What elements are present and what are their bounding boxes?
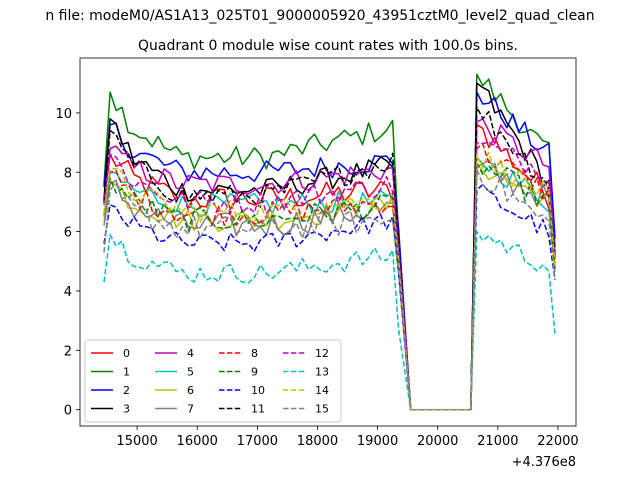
plot-area <box>103 73 556 411</box>
x-tick-label: 20000 <box>417 434 458 449</box>
y-tick-label: 0 <box>64 404 72 419</box>
legend-label-15: 15 <box>315 403 329 416</box>
series-line-10 <box>103 183 556 411</box>
legend-label-10: 10 <box>251 384 265 397</box>
legend-label-7: 7 <box>187 403 194 416</box>
series-line-6 <box>103 162 556 411</box>
series-line-13 <box>103 230 556 411</box>
x-offset-label: +4.376e8 <box>512 455 576 470</box>
x-tick-label: 21000 <box>477 434 518 449</box>
x-tick-label: 19000 <box>357 434 398 449</box>
series-line-9 <box>103 162 556 411</box>
axes-frame <box>79 57 577 427</box>
y-tick-label: 4 <box>64 285 72 300</box>
series-line-15 <box>103 168 556 411</box>
x-tick-label: 15000 <box>116 434 157 449</box>
legend-label-6: 6 <box>187 384 194 397</box>
legend-label-11: 11 <box>251 403 265 416</box>
series-line-1 <box>103 73 556 411</box>
series-line-12 <box>103 141 556 411</box>
x-tick-label: 16000 <box>177 434 218 449</box>
legend-label-0: 0 <box>123 347 130 360</box>
series-line-4 <box>103 118 556 411</box>
legend-box <box>84 339 342 423</box>
legend-label-4: 4 <box>187 347 194 360</box>
y-tick-label: 6 <box>64 226 72 241</box>
legend-label-14: 14 <box>315 384 329 397</box>
figure-suptitle: n file: modeM0/AS1A13_025T01_9000005920_… <box>45 8 594 24</box>
legend-label-1: 1 <box>123 366 130 379</box>
legend-label-12: 12 <box>315 347 329 360</box>
axes: 15000 16000 17000 18000 19000 20000 21000 22000… <box>55 57 579 470</box>
series-line-2 <box>103 91 556 411</box>
legend-label-2: 2 <box>123 384 130 397</box>
x-tick-label: 17000 <box>237 434 278 449</box>
y-tick-label: 8 <box>64 166 72 181</box>
series-line-3 <box>103 82 556 411</box>
y-tick-label: 10 <box>55 107 72 122</box>
x-tick-label: 22000 <box>537 434 578 449</box>
x-tick-label: 18000 <box>297 434 338 449</box>
series-line-14 <box>103 151 556 411</box>
legend-label-13: 13 <box>315 366 329 379</box>
series-line-7 <box>103 159 556 411</box>
legend-label-9: 9 <box>251 366 258 379</box>
chart-title: Quadrant 0 module wise count rates with … <box>138 38 518 54</box>
legend-label-3: 3 <box>123 403 130 416</box>
y-tick-label: 2 <box>64 344 72 359</box>
legend-label-5: 5 <box>187 366 194 379</box>
legend-label-8: 8 <box>251 347 258 360</box>
series-group <box>103 73 556 411</box>
